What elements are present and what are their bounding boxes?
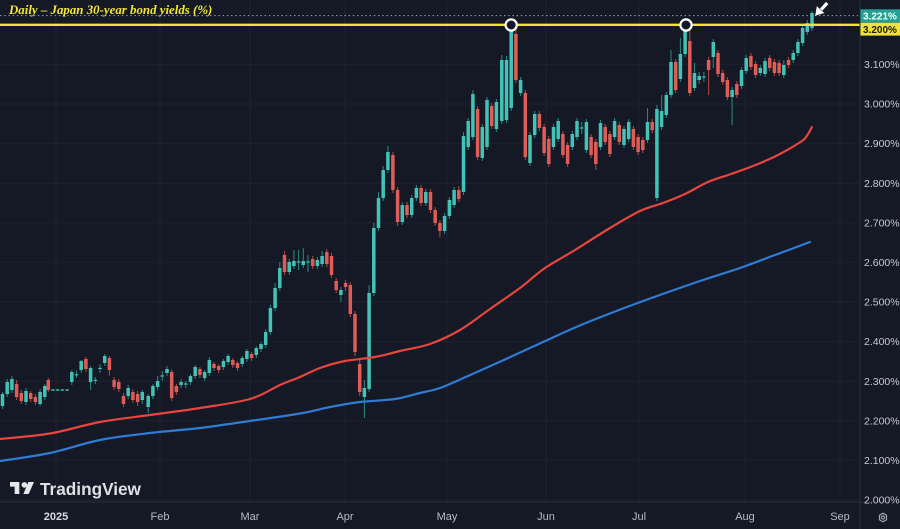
svg-text:3.000%: 3.000%: [864, 99, 900, 111]
svg-text:Apr: Apr: [336, 511, 353, 523]
svg-text:2.100%: 2.100%: [864, 455, 900, 467]
svg-text:Jun: Jun: [537, 511, 555, 523]
svg-text:Aug: Aug: [735, 511, 755, 523]
svg-text:Jul: Jul: [632, 511, 646, 523]
svg-text:Sep: Sep: [830, 511, 850, 523]
svg-text:2.500%: 2.500%: [864, 297, 900, 309]
svg-text:2.600%: 2.600%: [864, 257, 900, 269]
svg-text:TradingView: TradingView: [40, 479, 142, 499]
svg-text:2.000%: 2.000%: [864, 495, 900, 507]
svg-text:3.200%: 3.200%: [863, 25, 897, 36]
svg-text:2.300%: 2.300%: [864, 376, 900, 388]
svg-text:Daily – Japan 30-year bond yie: Daily – Japan 30-year bond yields (%): [8, 3, 212, 17]
svg-text:Feb: Feb: [151, 511, 170, 523]
svg-text:3.221%: 3.221%: [863, 12, 897, 23]
svg-text:2.800%: 2.800%: [864, 178, 900, 190]
svg-text:2.200%: 2.200%: [864, 415, 900, 427]
svg-text:2025: 2025: [44, 511, 68, 523]
svg-text:3.100%: 3.100%: [864, 59, 900, 71]
svg-text:2.900%: 2.900%: [864, 138, 900, 150]
svg-text:2.700%: 2.700%: [864, 217, 900, 229]
svg-text:Mar: Mar: [241, 511, 260, 523]
svg-text:May: May: [437, 511, 458, 523]
svg-text:2.400%: 2.400%: [864, 336, 900, 348]
